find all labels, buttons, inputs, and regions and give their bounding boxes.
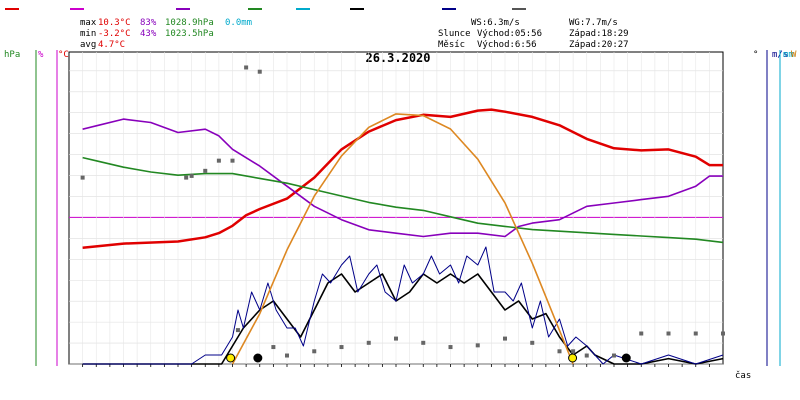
stat-max-temp: 10.3°C: [98, 18, 131, 28]
stat-min-press: 1023.5hPa: [165, 29, 214, 39]
series-line-4: [82, 246, 724, 365]
temp-unit: °C: [58, 50, 69, 60]
moon-label: Měsíc: [438, 40, 465, 50]
stat-avg-temp: 4.7°C: [98, 40, 125, 50]
wind-dir-point-20: [557, 349, 562, 354]
wind-dir-point-3: [203, 168, 208, 173]
wind-dir-point-16: [448, 345, 453, 350]
marker-3: [621, 353, 631, 363]
wind-dir-point-7: [244, 65, 249, 70]
series-line-1: [82, 118, 723, 238]
dir-unit: °: [753, 50, 758, 60]
w-unit: W: [791, 50, 797, 60]
stat-max-label: max: [80, 18, 97, 28]
wind-dir-point-15: [421, 340, 426, 345]
wind-dir-point-25: [666, 331, 671, 336]
wind-dir-point-26: [693, 331, 698, 336]
wind-dir-point-22: [584, 353, 589, 358]
wind-dir-point-10: [285, 353, 289, 358]
wind-dir-point-24: [639, 331, 644, 336]
marker-2: [253, 353, 263, 363]
mm-unit: mm: [783, 50, 794, 60]
wind-dir-point-27: [721, 331, 725, 336]
sun-rise: Východ:05:56: [477, 29, 542, 39]
wind-dir-point-1: [184, 175, 189, 180]
wind-dir-point-17: [475, 343, 480, 348]
time-axis-label: čas: [735, 370, 751, 381]
chart-title: 26.3.2020: [365, 51, 430, 65]
moon-rise: Východ:6:56: [477, 40, 537, 50]
wind-dir-point-19: [530, 340, 535, 345]
stat-min-temp: -3.2°C: [98, 29, 131, 39]
wind-dir-point-21: [571, 349, 576, 354]
series-line-6: [231, 113, 574, 365]
wind-dir-point-6: [235, 328, 240, 333]
series-line-2: [82, 156, 724, 244]
wind-dir-point-13: [366, 340, 371, 345]
sun-label: Slunce: [438, 29, 471, 39]
wind-dir-point-2: [189, 173, 194, 178]
wind-dir-point-9: [271, 345, 276, 350]
wind-dir-point-8: [257, 69, 262, 74]
wind-dir-point-23: [612, 353, 616, 358]
axes: [69, 52, 723, 367]
wind-dir-point-5: [230, 158, 235, 163]
stat-ws: WS:6.3m/s: [471, 18, 520, 28]
wind-dir-point-12: [339, 345, 344, 350]
stat-max-hum: 83%: [140, 18, 157, 28]
stat-wg: WG:7.7m/s: [569, 18, 618, 28]
wind-dir-point-4: [216, 158, 221, 163]
wind-dir-point-18: [503, 336, 507, 341]
plot-area: [80, 65, 725, 365]
stat-max-press: 1028.9hPa: [165, 18, 214, 28]
wind-dir-point-0: [80, 175, 85, 180]
stat-max-rain: 0.0mm: [225, 18, 252, 28]
wind-dir-point-11: [312, 349, 317, 354]
marker-0: [226, 353, 236, 363]
stats-block: max 10.3°C 83% 1028.9hPa 0.0mm min -3.2°…: [80, 18, 629, 50]
wind-dir-point-14: [394, 336, 398, 341]
hpa-unit: hPa: [4, 50, 20, 60]
stat-min-hum: 43%: [140, 29, 157, 39]
marker-1: [568, 353, 578, 363]
stat-min-label: min: [80, 29, 96, 39]
moon-set: Západ:20:27: [569, 40, 629, 50]
sun-set: Západ:18:29: [569, 29, 629, 39]
pct-unit: %: [38, 50, 44, 60]
stat-avg-label: avg: [80, 40, 96, 50]
